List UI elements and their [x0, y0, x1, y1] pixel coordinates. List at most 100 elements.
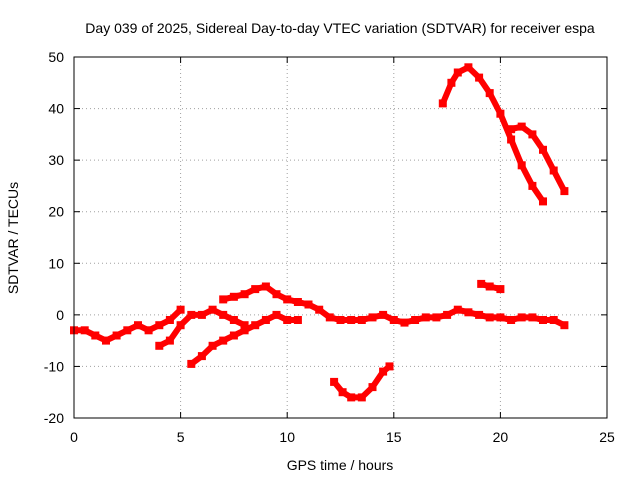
data-point [357, 316, 366, 324]
tick-labels: 0 5 10 15 20 25 -20 -10 0 10 20 30 40 50 [44, 49, 615, 445]
x-tick-label: 20 [493, 429, 509, 445]
data-point [485, 89, 494, 98]
y-tick-label: 40 [48, 101, 64, 117]
data-point [496, 109, 505, 118]
y-tick-label: 10 [48, 255, 64, 271]
data-point [528, 130, 537, 139]
data-point [338, 388, 347, 397]
data-point [293, 298, 302, 306]
data-point [219, 310, 228, 319]
data-point [379, 310, 388, 319]
data-point [432, 313, 441, 322]
data-point [368, 313, 377, 322]
data-point [389, 316, 398, 324]
data-point [549, 316, 558, 324]
data-point [475, 73, 484, 82]
data-point [528, 313, 537, 322]
data-point [261, 282, 270, 291]
data-point [325, 313, 334, 322]
x-tick-label: 0 [70, 429, 78, 445]
x-tick-label: 10 [279, 429, 295, 445]
data-point [315, 305, 324, 314]
chart-title: Day 039 of 2025, Sidereal Day-to-day VTE… [85, 20, 595, 36]
data-point [283, 316, 292, 324]
data-point [539, 197, 547, 206]
data-point [229, 292, 238, 301]
data-point [379, 367, 388, 376]
data-point [539, 145, 547, 154]
data-point [453, 305, 462, 314]
x-axis-label: GPS time / hours [287, 457, 394, 473]
data-point [517, 122, 526, 131]
grid-lines [74, 57, 607, 418]
data-point [208, 341, 217, 350]
data-point [447, 78, 456, 87]
data-point [507, 135, 516, 144]
data-point [197, 352, 206, 361]
data-point [165, 316, 174, 324]
x-tick-label: 5 [177, 429, 185, 445]
data-point [283, 295, 292, 304]
data-point [517, 313, 526, 322]
data-point [176, 321, 185, 330]
data-point [197, 310, 206, 319]
data-point [475, 310, 484, 319]
y-tick-label: 0 [56, 307, 64, 323]
data-point [240, 321, 249, 330]
data-point [507, 316, 516, 324]
data-point [443, 310, 452, 319]
data-point [485, 313, 494, 322]
data-point [507, 125, 516, 134]
data-point [261, 316, 270, 324]
data-point [155, 321, 164, 330]
axis-ticks [73, 56, 608, 419]
data-point [336, 316, 345, 324]
data-point [112, 331, 121, 340]
data-point [347, 393, 356, 402]
data-point [251, 321, 260, 330]
data-point [438, 99, 447, 108]
data-point [464, 63, 473, 72]
data-point [251, 285, 260, 294]
data-point [385, 362, 394, 371]
data-point [91, 331, 100, 340]
data-point [229, 316, 238, 324]
y-tick-label: -10 [44, 358, 64, 374]
data-point [123, 326, 132, 335]
y-axis-label: SDTVAR / TECUs [5, 182, 21, 294]
data-point [219, 336, 228, 345]
data-point [539, 316, 547, 324]
data-point [528, 181, 537, 190]
data-point [477, 279, 486, 288]
data-point [400, 318, 409, 327]
data-point [80, 326, 89, 335]
plot-frame [73, 56, 608, 419]
y-tick-label: 30 [48, 152, 64, 168]
data-point [134, 321, 142, 330]
y-tick-label: 50 [48, 49, 64, 65]
x-tick-label: 25 [599, 429, 615, 445]
data-point [102, 336, 110, 345]
data-point [560, 321, 569, 330]
data-point [240, 290, 249, 299]
data-point [176, 305, 185, 314]
data-point [293, 316, 302, 324]
data-point [187, 310, 196, 319]
data-point [240, 326, 249, 335]
data-point [165, 336, 174, 345]
data-point [411, 316, 420, 324]
data-point [219, 295, 228, 304]
data-track-1 [71, 306, 184, 344]
y-tick-label: 20 [48, 204, 64, 220]
data-point [421, 313, 430, 322]
data-point [357, 393, 366, 402]
data-point [549, 166, 558, 175]
x-tick-label: 15 [386, 429, 402, 445]
data-point [272, 310, 281, 319]
data-point [496, 285, 505, 294]
data-point [368, 383, 377, 392]
data-point [155, 341, 164, 350]
data-point [453, 68, 462, 77]
data-point [560, 187, 569, 196]
data-point [330, 377, 339, 386]
